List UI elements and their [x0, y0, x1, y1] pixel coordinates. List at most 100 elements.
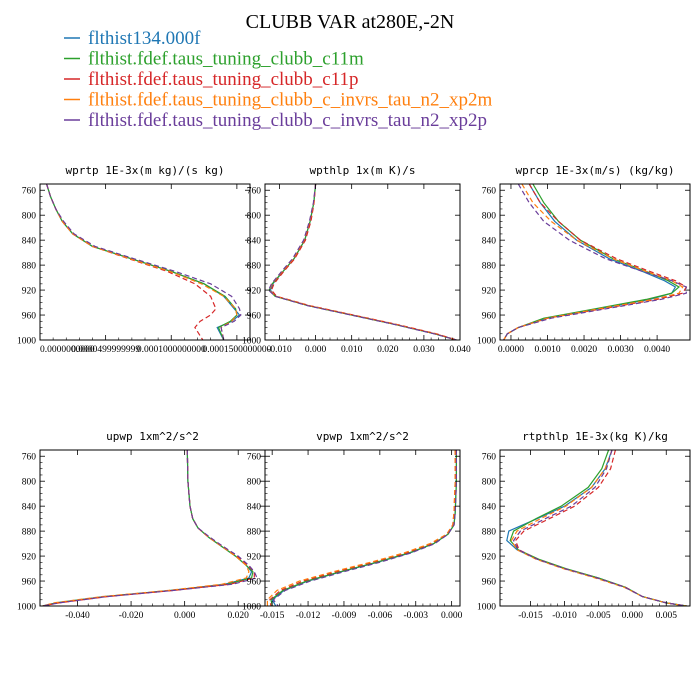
ytick-label-2-4: 920 [482, 287, 497, 297]
panel-title-5: rtpthlp 1E-3x(kg K)/kg [522, 430, 668, 443]
series-line-1-3 [268, 184, 457, 340]
ytick-label-3-2: 840 [22, 503, 37, 513]
legend-label-2: flthist.fdef.taus_tuning_clubb_c11p [88, 69, 359, 90]
series-line-1-2 [270, 184, 457, 340]
series-line-4-4 [272, 450, 457, 606]
series-line-3-3 [42, 450, 250, 606]
series-line-0-3 [46, 184, 238, 340]
panel-title-3: upwp 1xm^2/s^2 [106, 430, 199, 443]
ytick-label-3-5: 960 [22, 578, 37, 588]
xtick-label-3-2: 0.000 [174, 611, 196, 621]
xtick-label-4-0: -0.015 [260, 611, 285, 621]
series-line-5-1 [509, 450, 687, 606]
legend-label-3: flthist.fdef.taus_tuning_clubb_c_invrs_t… [88, 90, 492, 111]
xtick-label-2-4: 0.0040 [644, 345, 670, 355]
series-line-2-2 [503, 184, 688, 340]
series-line-1-0 [269, 184, 457, 340]
xtick-label-4-5: 0.000 [441, 611, 463, 621]
panel-title-2: wprcp 1E-3x(m/s) (kg/kg) [516, 164, 675, 177]
panel-1: wpthlp 1x(m K)/s 760 800 840 880 920 960 1000 -0… [242, 164, 471, 355]
xtick-label-4-1: -0.012 [296, 611, 321, 621]
xtick-label-1-1: 0.000 [305, 345, 327, 355]
panel-4: vpwp 1xm^2/s^27608008408809209601000-0.0… [242, 430, 463, 621]
ytick-label-2-5: 960 [482, 312, 497, 322]
xtick-label-5-0: -0.015 [518, 611, 543, 621]
panel-0: wprtp 1E-3x(m kg)/(s kg) 760 800 840 880 920 9… [17, 164, 272, 355]
ytick-label-2-6: 1000 [477, 337, 496, 347]
ytick-label-4-5: 960 [247, 578, 262, 588]
plot-frame-4 [264, 449, 461, 607]
ytick-label-0-0: 760 [22, 187, 37, 197]
panel-title-0: wprtp 1E-3x(m kg)/(s kg) [66, 164, 225, 177]
xtick-label-4-4: -0.003 [403, 611, 428, 621]
ytick-label-4-2: 840 [247, 503, 262, 513]
xtick-label-5-2: -0.005 [586, 611, 611, 621]
ytick-label-2-2: 840 [482, 237, 497, 247]
xtick-label-2-3: 0.0030 [608, 345, 634, 355]
ytick-label-1-5: 960 [247, 312, 262, 322]
ytick-label-1-0: 760 [247, 187, 262, 197]
ytick-label-3-4: 920 [22, 553, 37, 563]
ytick-label-0-4: 920 [22, 287, 37, 297]
series-group-1 [267, 184, 457, 340]
xtick-label-5-4: 0.005 [656, 611, 678, 621]
xtick-label-1-2: 0.010 [341, 345, 363, 355]
series-line-4-3 [266, 450, 456, 606]
ytick-label-0-6: 1000 [17, 337, 36, 347]
ytick-label-5-6: 1000 [477, 603, 496, 613]
ytick-label-2-1: 800 [482, 212, 497, 222]
series-line-5-4 [512, 450, 687, 606]
ytick-label-3-3: 880 [22, 528, 37, 538]
plot-frame-2 [499, 183, 691, 341]
series-line-0-2 [46, 184, 217, 340]
ytick-label-4-3: 880 [247, 528, 262, 538]
ytick-label-3-6: 1000 [17, 603, 36, 613]
ytick-label-1-2: 840 [247, 237, 262, 247]
ytick-label-1-4: 920 [247, 287, 262, 297]
xtick-label-1-4: 0.030 [413, 345, 435, 355]
xtick-label-2-1: 0.0010 [534, 345, 560, 355]
xtick-label-4-2: -0.009 [332, 611, 357, 621]
xtick-label-3-3: 0.020 [228, 611, 250, 621]
legend: flthist134.000fflthist.fdef.taus_tuning_… [64, 28, 492, 131]
xtick-label-1-3: 0.020 [377, 345, 399, 355]
plot-frame-1 [264, 183, 461, 341]
ytick-label-0-1: 800 [22, 212, 37, 222]
ytick-label-0-3: 880 [22, 262, 37, 272]
ytick-label-1-1: 800 [247, 212, 262, 222]
legend-label-0: flthist134.000f [88, 28, 201, 49]
ytick-label-5-2: 840 [482, 503, 497, 513]
series-line-2-4 [503, 184, 687, 340]
ytick-label-2-0: 760 [482, 187, 497, 197]
panel-3: upwp 1xm^2/s^2 760 800 840 880 920 960 1000 -0.0… [17, 430, 266, 621]
ytick-label-5-0: 760 [482, 453, 497, 463]
xtick-label-3-0: -0.040 [65, 611, 90, 621]
ytick-label-4-4: 920 [247, 553, 262, 563]
ytick-label-1-6: 1000 [242, 337, 261, 347]
series-line-3-4 [42, 450, 258, 606]
ytick-label-3-1: 800 [22, 478, 37, 488]
xtick-label-3-1: -0.020 [119, 611, 144, 621]
xtick-label-0-0: 0.0000000000 [40, 345, 95, 355]
series-line-4-1 [270, 450, 457, 606]
series-line-3-2 [42, 450, 255, 606]
legend-label-4: flthist.fdef.taus_tuning_clubb_c_invrs_t… [88, 110, 487, 131]
panels: wprtp 1E-3x(m kg)/(s kg) 760 800 840 880 920 9… [17, 164, 691, 621]
ytick-label-4-6: 1000 [242, 603, 261, 613]
series-line-1-1 [268, 184, 457, 340]
xtick-label-4-3: -0.006 [368, 611, 393, 621]
series-line-0-4 [46, 184, 242, 340]
plot-frame-5 [499, 449, 691, 607]
ytick-label-4-0: 760 [247, 453, 262, 463]
series-group-3 [42, 450, 258, 606]
series-group-2 [503, 184, 688, 340]
ytick-label-0-5: 960 [22, 312, 37, 322]
xtick-label-0-2: 0.0001000000000 [137, 345, 206, 355]
xtick-label-1-0: -0.010 [267, 345, 292, 355]
ytick-label-3-0: 760 [22, 453, 37, 463]
series-group-4 [266, 450, 457, 606]
xtick-label-2-2: 0.0020 [571, 345, 597, 355]
ytick-label-5-4: 920 [482, 553, 497, 563]
legend-label-1: flthist.fdef.taus_tuning_clubb_c11m [88, 49, 364, 70]
